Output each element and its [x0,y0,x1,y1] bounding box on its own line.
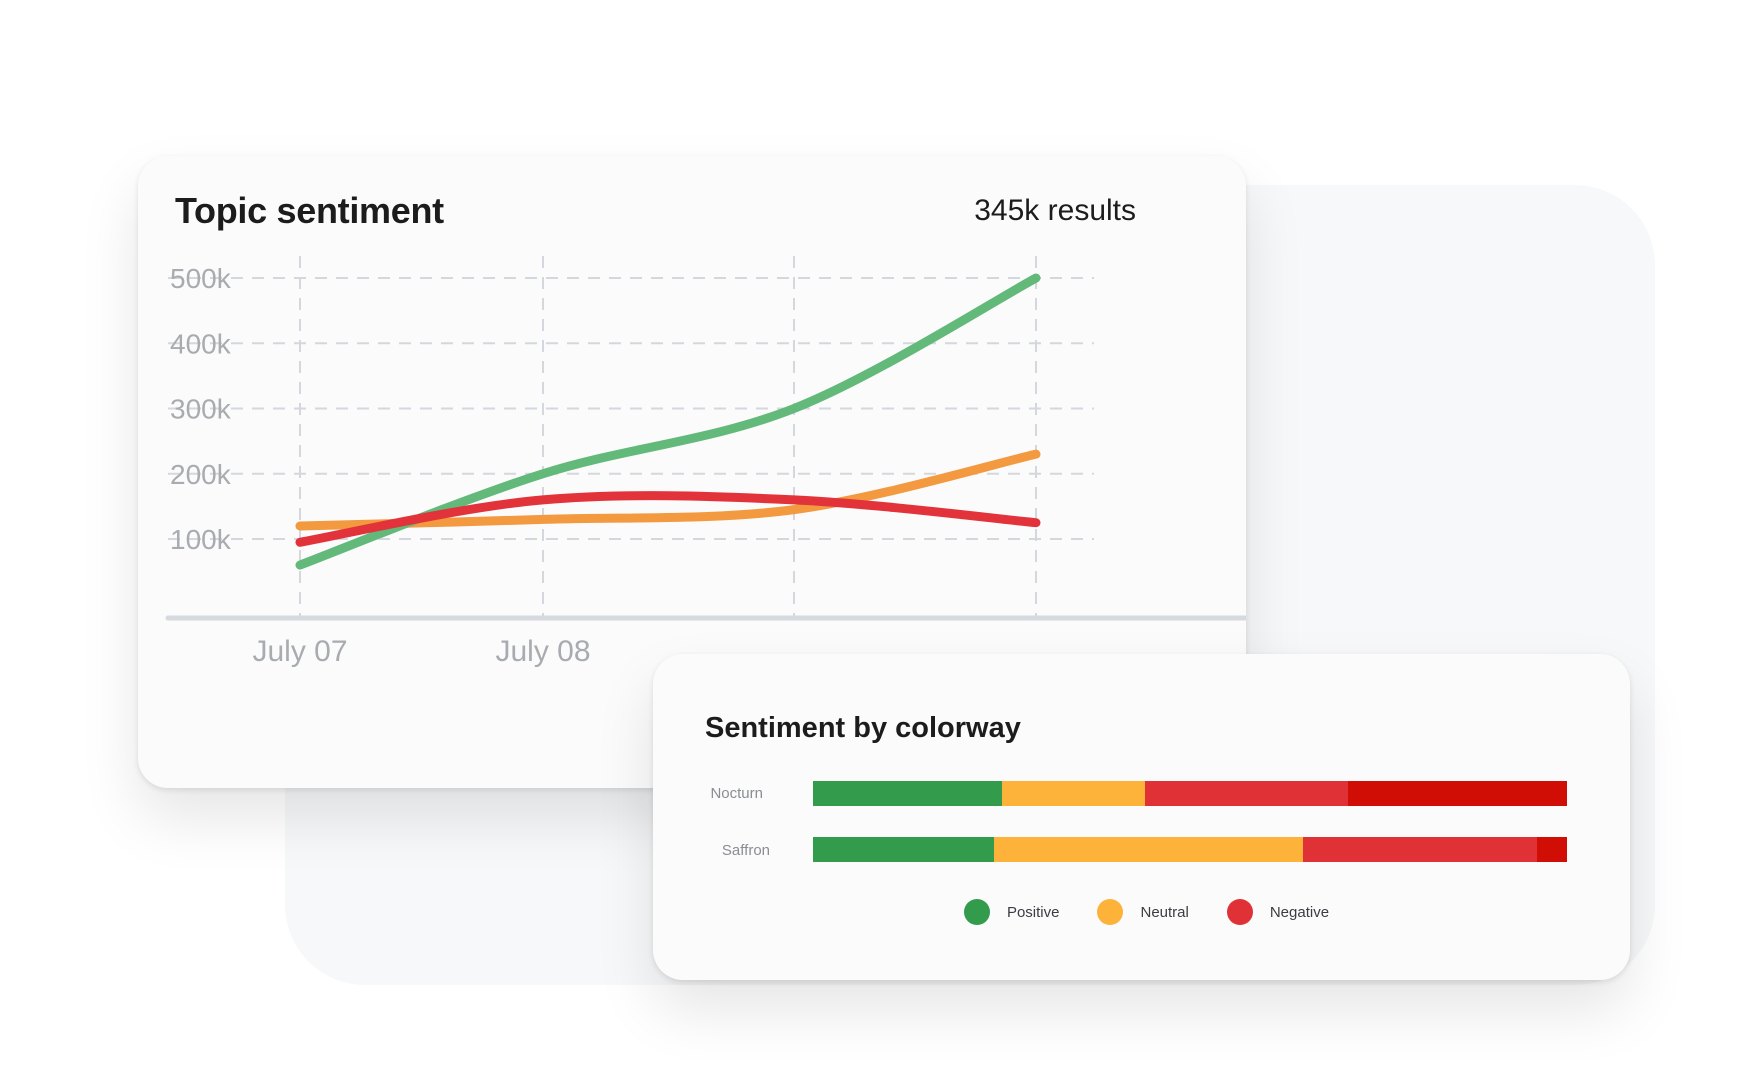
y-tick-label: 100k [170,524,232,555]
y-tick-label: 300k [170,394,232,425]
bar-segment-positive [813,837,994,862]
bar-segment-neutral [1001,781,1145,806]
topic-sentiment-card: Topic sentiment 345k results 100k 200k 300… [138,156,1246,788]
legend-item-negative: Negative [1226,899,1330,925]
bar-segment-strong-negative [1536,837,1567,862]
bar-segment-neutral [993,837,1304,862]
x-tick-label: July 07 [252,635,347,668]
bar-segment-negative [1144,781,1349,806]
legend-item-neutral: Neutral [1097,899,1189,925]
legend-item-positive: Positive [963,899,1060,925]
y-tick-label: 500k [170,263,232,294]
bar-segment-negative [1303,837,1537,862]
y-tick-label: 400k [170,328,232,359]
sentiment-by-colorway-title: Sentiment by colorway [705,712,1021,744]
stacked-bar-saffron [813,837,1567,862]
row-label-nocturn: Nocturn [710,785,763,802]
results-count: 345k results [974,194,1136,227]
legend-label-neutral: Neutral [1140,903,1189,921]
legend-dot-neutral [1097,899,1124,925]
bar-segment-strong-negative [1348,781,1567,806]
legend-label-negative: Negative [1269,903,1330,921]
sentiment-legend: Positive Neutral Negative [653,899,1630,925]
legend-dot-negative [1226,899,1253,925]
line-series-red [295,491,1041,547]
sentiment-by-colorway-card: Sentiment by colorway Nocturn Saffron Po… [653,654,1630,980]
row-label-saffron: Saffron [721,842,770,859]
topic-sentiment-line-chart: 100k 200k 300k 400k 500k July 07 July 08 [165,256,1246,668]
stacked-bar-nocturn [813,781,1567,806]
x-tick-label: July 08 [495,635,590,668]
topic-sentiment-title: Topic sentiment [175,190,444,231]
y-tick-label: 200k [170,459,232,490]
bar-segment-positive [813,781,1002,806]
legend-label-positive: Positive [1006,903,1060,921]
legend-dot-positive [963,899,990,925]
